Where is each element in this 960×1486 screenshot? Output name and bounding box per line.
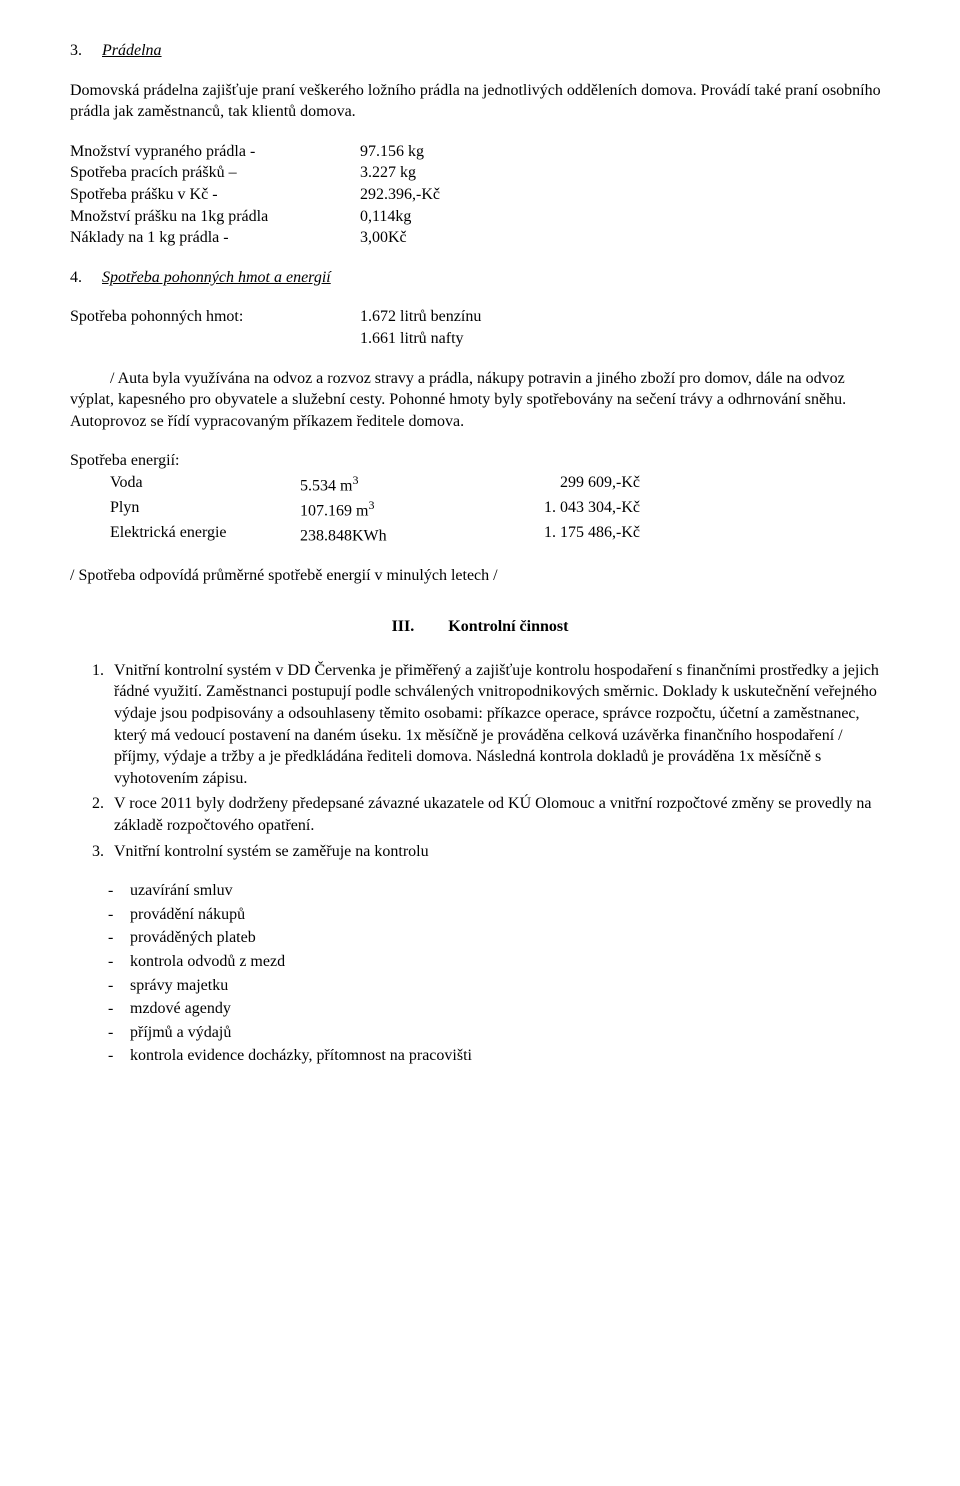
- heading-iii: III. Kontrolní činnost: [70, 616, 890, 638]
- energy-amount: 107.169 m3: [300, 497, 460, 522]
- section-3-paragraph: Domovská prádelna zajišťuje praní vešker…: [70, 80, 890, 123]
- energy-price: 1. 175 486,-Kč: [460, 522, 640, 547]
- energy-row: Plyn 107.169 m3 1. 043 304,-Kč: [110, 497, 890, 522]
- kv-row: Množství prášku na 1kg prádla 0,114kg: [70, 206, 890, 228]
- control-list: Vnitřní kontrolní systém v DD Červenka j…: [70, 660, 890, 862]
- energy-name: Elektrická energie: [110, 522, 300, 547]
- kv-row: 1.661 litrů nafty: [70, 328, 890, 350]
- energy-table: Voda 5.534 m3 299 609,-Kč Plyn 107.169 m…: [110, 472, 890, 547]
- kv-value: 3,00Kč: [360, 227, 407, 249]
- section-4-heading: 4. Spotřeba pohonných hmot a energií: [70, 267, 890, 289]
- kv-value: 0,114kg: [360, 206, 411, 228]
- kv-row: Množství vypraného prádla - 97.156 kg: [70, 141, 890, 163]
- fuel-label: Spotřeba pohonných hmot:: [70, 306, 360, 328]
- dash-item: kontrola odvodů z mezd: [130, 951, 890, 973]
- fuel-value-1: 1.672 litrů benzínu: [360, 306, 481, 328]
- list-item: V roce 2011 byly dodrženy předepsané záv…: [108, 793, 890, 836]
- energy-price: 1. 043 304,-Kč: [460, 497, 640, 522]
- kv-label: Spotřeba prášku v Kč -: [70, 184, 360, 206]
- section-4-number: 4.: [70, 269, 82, 286]
- fuel-paragraph: / Auta byla využívána na odvoz a rozvoz …: [70, 368, 890, 433]
- section-3-number: 3.: [70, 42, 82, 59]
- heading-roman: III.: [392, 618, 415, 635]
- kv-row: Spotřeba prášku v Kč - 292.396,-Kč: [70, 184, 890, 206]
- section-3-title: Prádelna: [102, 42, 162, 59]
- kv-value: 3.227 kg: [360, 162, 416, 184]
- fuel-block: Spotřeba pohonných hmot: 1.672 litrů ben…: [70, 306, 890, 349]
- kv-label: Množství prášku na 1kg prádla: [70, 206, 360, 228]
- sub-dash-list: uzavírání smluv provádění nákupů provádě…: [70, 880, 890, 1067]
- kv-row: Spotřeba pohonných hmot: 1.672 litrů ben…: [70, 306, 890, 328]
- kv-label: Množství vypraného prádla -: [70, 141, 360, 163]
- energy-name: Plyn: [110, 497, 300, 522]
- energy-name: Voda: [110, 472, 300, 497]
- kv-value: 292.396,-Kč: [360, 184, 440, 206]
- kv-row: Spotřeba pracích prášků – 3.227 kg: [70, 162, 890, 184]
- energy-amount: 238.848KWh: [300, 522, 460, 547]
- kv-label: Náklady na 1 kg prádla -: [70, 227, 360, 249]
- dash-item: správy majetku: [130, 975, 890, 997]
- laundry-values-block: Množství vypraného prádla - 97.156 kg Sp…: [70, 141, 890, 249]
- heading-title: Kontrolní činnost: [448, 618, 568, 635]
- kv-value: 97.156 kg: [360, 141, 424, 163]
- list-item: Vnitřní kontrolní systém v DD Červenka j…: [108, 660, 890, 790]
- energy-price: 299 609,-Kč: [460, 472, 640, 497]
- energy-row: Elektrická energie 238.848KWh 1. 175 486…: [110, 522, 890, 547]
- section-4-title: Spotřeba pohonných hmot a energií: [102, 269, 331, 286]
- empty: [70, 328, 360, 350]
- section-3-heading: 3. Prádelna: [70, 40, 890, 62]
- dash-item: prováděných plateb: [130, 927, 890, 949]
- dash-item: příjmů a výdajů: [130, 1022, 890, 1044]
- dash-item: kontrola evidence docházky, přítomnost n…: [130, 1045, 890, 1067]
- kv-label: Spotřeba pracích prášků –: [70, 162, 360, 184]
- list-item: Vnitřní kontrolní systém se zaměřuje na …: [108, 841, 890, 863]
- dash-item: uzavírání smluv: [130, 880, 890, 902]
- energy-amount: 5.534 m3: [300, 472, 460, 497]
- energy-footer: / Spotřeba odpovídá průměrné spotřebě en…: [70, 565, 890, 587]
- dash-item: mzdové agendy: [130, 998, 890, 1020]
- dash-item: provádění nákupů: [130, 904, 890, 926]
- fuel-value-2: 1.661 litrů nafty: [360, 328, 464, 350]
- energy-label: Spotřeba energií:: [70, 450, 890, 472]
- energy-row: Voda 5.534 m3 299 609,-Kč: [110, 472, 890, 497]
- kv-row: Náklady na 1 kg prádla - 3,00Kč: [70, 227, 890, 249]
